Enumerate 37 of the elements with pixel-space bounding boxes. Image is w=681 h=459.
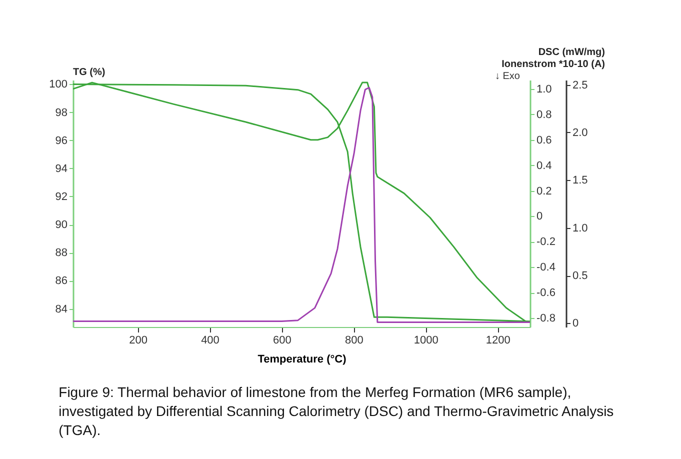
x-axis-title: Temperature (°C) bbox=[258, 354, 347, 366]
y3-tick-label: 0 bbox=[572, 318, 579, 330]
y-tick-label: 90 bbox=[55, 219, 68, 232]
x-tick-label: 600 bbox=[273, 334, 292, 346]
y2-axis-title: DSC (mW/mg) bbox=[538, 47, 605, 58]
y3-tick-label: 1.0 bbox=[572, 222, 588, 234]
y2-tick-label: 0 bbox=[536, 210, 543, 223]
y3-tick-label: 1.5 bbox=[572, 174, 588, 187]
y-tick-label: 100 bbox=[49, 78, 68, 91]
y-tick-label: 94 bbox=[55, 162, 68, 175]
y-tick-label: 92 bbox=[55, 190, 68, 203]
y2-tick-label: -0.8 bbox=[536, 312, 556, 325]
y3-axis-title: Ionenstrom *10-10 (A) bbox=[502, 59, 605, 70]
y2-tick-label: 0.8 bbox=[536, 108, 552, 121]
y3-tick-label: 2.5 bbox=[572, 79, 588, 92]
y-tick-label: 84 bbox=[55, 303, 68, 316]
x-tick-label: 400 bbox=[201, 334, 220, 346]
y-tick-label: 96 bbox=[55, 134, 68, 147]
y-tick-label: 88 bbox=[55, 247, 68, 260]
caption: Figure 9: Thermal behavior of limestone from the Merfeg Formation (MR6 sample), investigated by Differential Scanning Calorimetry (DSC) and Thermo-Gravimetric Analysis (TGA). bbox=[58, 384, 614, 438]
x-tick-label: 200 bbox=[129, 334, 148, 346]
y3-tick-label: 2.0 bbox=[572, 126, 588, 139]
y2-tick-label: 0.6 bbox=[536, 134, 552, 146]
x-tick-label: 1200 bbox=[486, 334, 510, 346]
y2-tick-label: -0.6 bbox=[536, 287, 556, 300]
annotation: ↓ Exo bbox=[494, 71, 520, 82]
y2-tick-label: 0.2 bbox=[536, 185, 552, 198]
y2-tick-label: -0.2 bbox=[536, 236, 556, 248]
y3-tick-label: 0.5 bbox=[572, 270, 588, 282]
y-tick-label: 86 bbox=[55, 275, 68, 288]
y-tick-label: 98 bbox=[55, 106, 68, 119]
x-tick-label: 1000 bbox=[414, 334, 438, 346]
y2-tick-label: -0.4 bbox=[536, 262, 556, 274]
x-tick-label: 800 bbox=[344, 334, 364, 346]
y2-tick-label: 1.0 bbox=[536, 83, 552, 96]
y2-tick-label: 0.4 bbox=[536, 160, 552, 172]
y-axis-title: TG (%) bbox=[73, 67, 106, 78]
